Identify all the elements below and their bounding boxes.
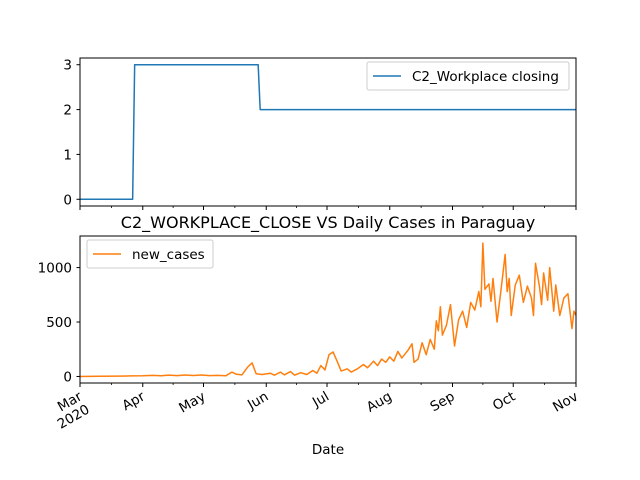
workplace-closing-line bbox=[80, 63, 576, 201]
x-axis-label: Date bbox=[312, 442, 344, 458]
y-tick-label: 1000 bbox=[38, 261, 72, 277]
bottom-axes-frame bbox=[79, 235, 577, 384]
top-legend-label: C2_Workplace closing bbox=[412, 69, 559, 85]
chart-title: C2_WORKPLACE_CLOSE VS Daily Cases in Par… bbox=[121, 213, 535, 233]
top-series-group bbox=[80, 63, 576, 201]
new-cases-line bbox=[79, 242, 577, 378]
y-tick-label: 500 bbox=[46, 315, 72, 331]
y-tick-label: 2 bbox=[63, 103, 72, 119]
y-tick-label: 0 bbox=[63, 192, 72, 208]
y-tick-label: 0 bbox=[63, 369, 72, 385]
bottom-legend-label: new_cases bbox=[132, 247, 205, 263]
top-panel: 0 1 2 3 C2_Workplace closing bbox=[63, 57, 577, 210]
top-y-ticks: 0 1 2 3 bbox=[63, 58, 80, 208]
bottom-y-ticks: 0 500 1000 bbox=[38, 261, 80, 385]
bottom-legend-box bbox=[86, 239, 214, 269]
x-tick-label: Jul bbox=[309, 389, 332, 412]
y-tick-label: 1 bbox=[63, 147, 72, 163]
bottom-series-group bbox=[79, 242, 577, 378]
bottom-legend: new_cases bbox=[86, 239, 214, 269]
bottom-panel: C2_WORKPLACE_CLOSE VS Daily Cases in Par… bbox=[38, 213, 581, 458]
top-legend-box bbox=[366, 61, 570, 91]
top-legend: C2_Workplace closing bbox=[366, 61, 570, 91]
y-tick-label: 3 bbox=[63, 58, 72, 74]
top-axes-frame bbox=[79, 57, 577, 207]
